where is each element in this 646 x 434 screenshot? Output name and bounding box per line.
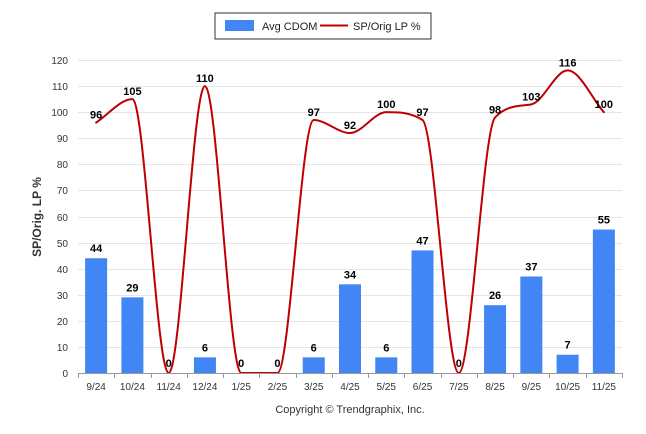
x-tick-label: 1/25 <box>231 382 251 393</box>
bar-value-label: 0 <box>238 358 244 370</box>
x-tick-label: 11/25 <box>592 382 617 393</box>
line-value-label: 97 <box>416 107 428 119</box>
bar-avg-cdom <box>520 276 543 373</box>
line-sp-orig-lp <box>95 69 605 374</box>
bar-value-label: 55 <box>598 215 610 227</box>
line-value-label: 92 <box>344 120 356 132</box>
x-tick-label: 8/25 <box>485 382 505 393</box>
x-tick-label: 11/24 <box>157 382 182 393</box>
bar-series-avg-cdom <box>85 229 615 373</box>
bar-value-label: 0 <box>166 358 172 370</box>
line-value-label: 97 <box>308 107 320 119</box>
x-tick-label: 9/24 <box>86 382 106 393</box>
bar-value-label: 6 <box>202 342 208 354</box>
bar-avg-cdom <box>302 357 325 373</box>
x-tick-label: 3/25 <box>304 382 324 393</box>
y-tick-label: 40 <box>57 265 69 276</box>
bar-value-label: 34 <box>344 269 357 281</box>
bar-avg-cdom <box>592 229 615 373</box>
bar-value-label: 37 <box>525 261 537 273</box>
bar-value-label: 44 <box>90 243 103 255</box>
y-tick-label: 110 <box>52 82 68 93</box>
bar-value-label: 26 <box>489 290 501 302</box>
x-tick-label: 5/25 <box>377 382 397 393</box>
x-tick-label: 4/25 <box>340 382 360 393</box>
y-tick-label: 0 <box>62 369 68 380</box>
bar-avg-cdom <box>375 357 398 373</box>
x-tick-label: 9/25 <box>522 382 542 393</box>
y-tick-label: 80 <box>57 160 69 171</box>
line-value-label: 103 <box>522 91 540 103</box>
y-tick-label: 20 <box>57 317 69 328</box>
line-series-sp-orig-lp <box>95 69 605 374</box>
x-tick-label: 12/24 <box>192 382 217 393</box>
bar-value-label: 29 <box>126 282 138 294</box>
x-tick-label: 7/25 <box>449 382 469 393</box>
y-axis-title: SP/Orig. LP % <box>30 177 44 257</box>
x-tick-label: 10/25 <box>555 382 580 393</box>
bar-value-label: 0 <box>456 358 462 370</box>
x-tick-label: 2/25 <box>268 382 288 393</box>
legend-label-avg-cdom: Avg CDOM <box>262 21 317 33</box>
bar-avg-cdom <box>121 297 144 373</box>
bar-avg-cdom <box>411 250 434 373</box>
bar-value-label: 6 <box>383 342 389 354</box>
y-tick-label: 120 <box>51 56 68 67</box>
bar-avg-cdom <box>484 305 507 373</box>
legend: Avg CDOM SP/Orig LP % <box>214 12 432 40</box>
line-value-label: 116 <box>559 57 577 69</box>
line-value-label: 98 <box>489 104 501 116</box>
line-value-label: 100 <box>595 99 613 111</box>
line-value-label: 100 <box>377 99 395 111</box>
bar-value-label: 7 <box>565 340 571 352</box>
line-value-label: 105 <box>123 86 141 98</box>
bar-avg-cdom <box>193 357 216 373</box>
copyright-text: Copyright © Trendgraphix, Inc. <box>275 404 424 416</box>
x-tick-label: 10/24 <box>120 382 145 393</box>
y-tick-label: 60 <box>57 213 69 224</box>
y-tick-label: 10 <box>57 343 69 354</box>
line-value-label: 110 <box>196 73 214 85</box>
bar-value-label: 6 <box>311 342 317 354</box>
line-value-label: 96 <box>90 110 102 122</box>
bar-value-label: 47 <box>416 235 428 247</box>
y-tick-label: 30 <box>57 291 69 302</box>
grid-lines <box>78 60 622 348</box>
legend-label-sp-orig-lp: SP/Orig LP % <box>353 21 421 33</box>
y-tick-label: 90 <box>57 134 69 145</box>
bar-avg-cdom <box>339 284 361 373</box>
data-labels: 44 29 0 6 0 0 6 34 6 47 0 26 37 7 55 96 105 110 97 92 100 97 9… <box>90 57 613 370</box>
legend-swatch-avg-cdom <box>225 20 254 31</box>
y-tick-label: 70 <box>57 186 69 197</box>
y-tick-label: 50 <box>57 239 69 250</box>
bar-avg-cdom <box>85 258 108 373</box>
bar-value-label: 0 <box>274 358 280 370</box>
bar-avg-cdom <box>556 354 579 373</box>
x-tick-label: 6/25 <box>413 382 433 393</box>
y-tick-label: 100 <box>51 108 68 119</box>
